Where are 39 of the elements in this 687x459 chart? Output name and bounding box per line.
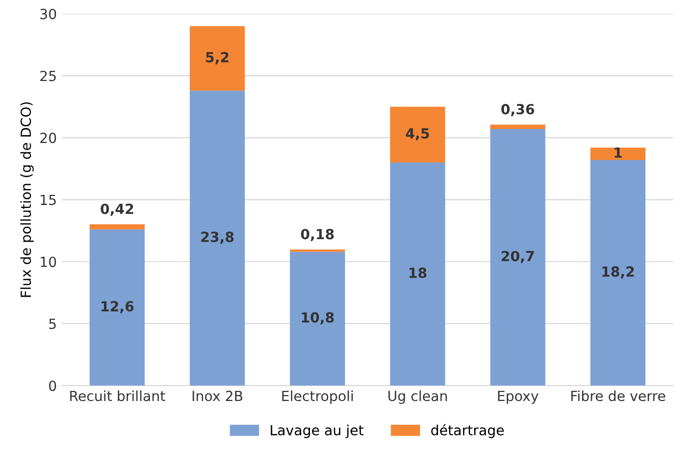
- bar: [390, 162, 446, 386]
- y-axis-title: Flux de pollution (g de DCO): [20, 102, 34, 297]
- y-tick-label: 30: [40, 8, 56, 20]
- data-label: 23,8: [201, 232, 234, 244]
- x-tick-label: Inox 2B: [192, 390, 242, 402]
- bar: [590, 160, 646, 386]
- y-tick-label: 10: [40, 256, 56, 268]
- x-tick-label: Electropoli: [282, 390, 353, 404]
- bar: [590, 148, 646, 160]
- data-label: 0,36: [501, 104, 534, 116]
- data-label: 18: [410, 268, 426, 278]
- legend-label: détartrage: [431, 424, 504, 438]
- y-tick-label: 0: [49, 380, 56, 392]
- y-tick-label: 20: [40, 132, 56, 144]
- y-tick-label: 25: [40, 70, 56, 82]
- data-label: 5,2: [206, 52, 228, 64]
- bar: [490, 129, 546, 386]
- legend-label: Lavage au jet: [270, 424, 364, 438]
- x-tick-label: Ug clean: [388, 390, 447, 404]
- data-label: 20,7: [502, 250, 534, 264]
- data-label: 10,8: [302, 312, 334, 324]
- data-label: 0,18: [301, 228, 334, 242]
- bar: [190, 26, 245, 91]
- data-label: 18,2: [602, 266, 634, 279]
- y-tick-label: 15: [40, 194, 56, 206]
- data-label: 1: [614, 148, 622, 158]
- bar: [490, 124, 546, 130]
- y-tick-label: 5: [49, 318, 56, 330]
- x-tick-label: Epoxy: [498, 390, 538, 404]
- bar: [190, 90, 245, 386]
- x-tick-label: Fibre de verre: [571, 390, 666, 402]
- bar: [90, 224, 145, 230]
- bar: [390, 106, 446, 162]
- data-label: 12,6: [102, 301, 134, 314]
- data-label: 4,5: [406, 128, 429, 140]
- data-label: 0,42: [100, 204, 134, 216]
- bar: [290, 252, 346, 386]
- x-tick-label: Recuit brillant: [70, 390, 166, 402]
- bar: [90, 229, 145, 386]
